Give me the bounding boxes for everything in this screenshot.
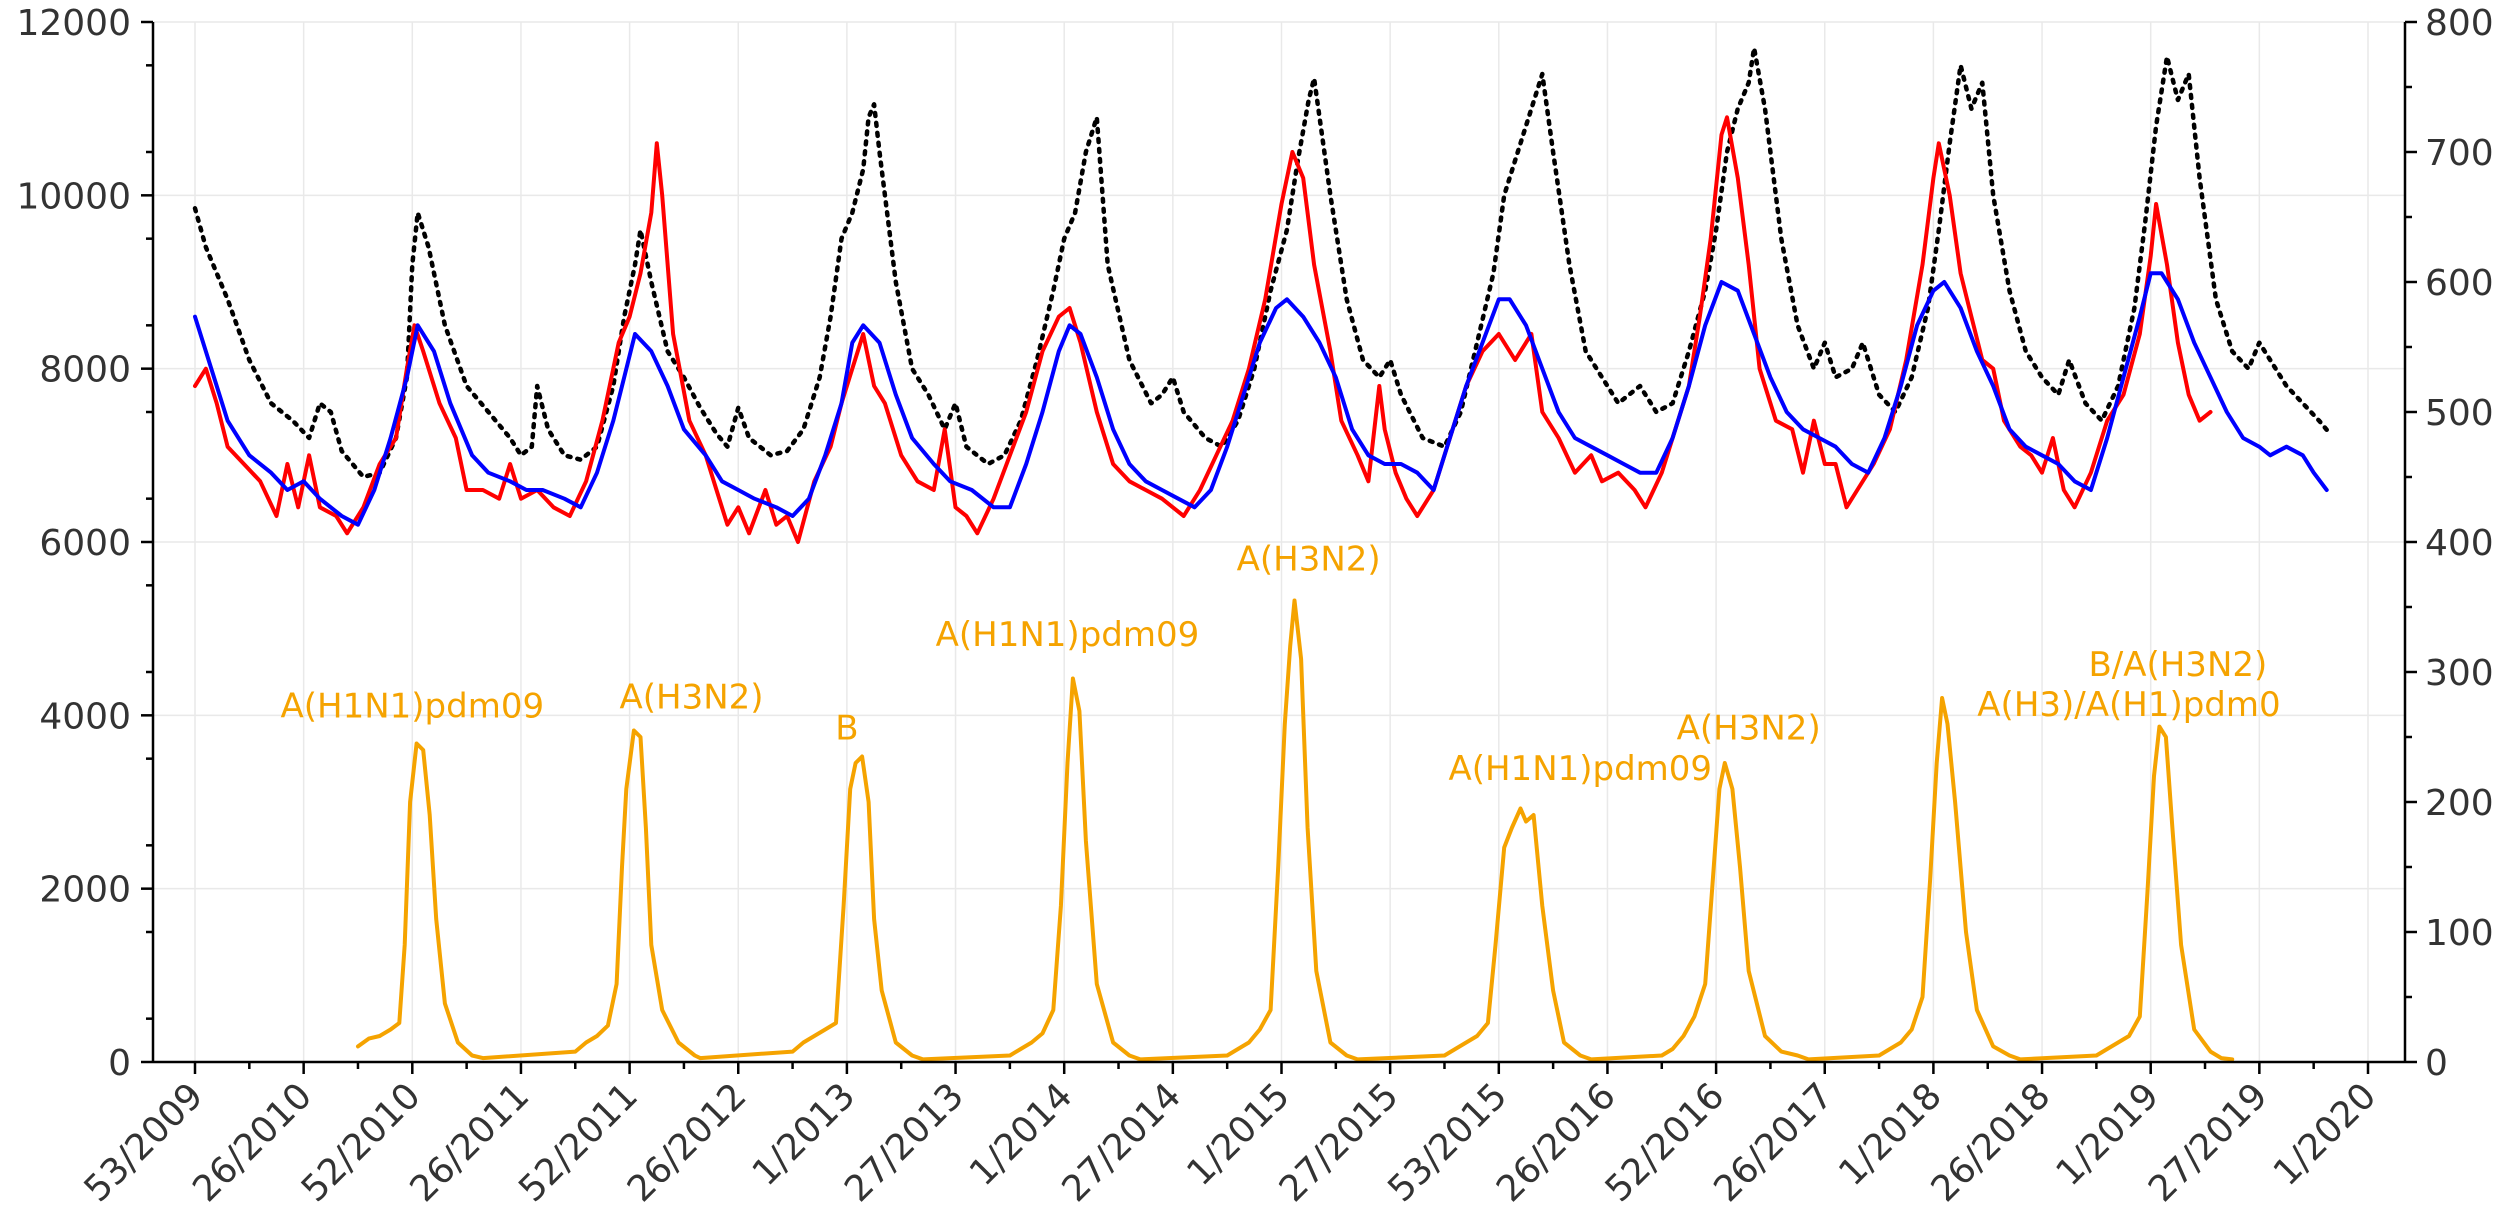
annotation-layer: A(H1N1)pdm09 A(H3N2)BA(H1N1)pdm09A(H3N2)A… <box>280 540 2280 789</box>
series-dotted-line <box>192 45 2333 480</box>
y-right-tick-label: 200 <box>2425 783 2494 824</box>
season-annotation: A(H3N2) <box>1677 709 1821 749</box>
y-right-tick-label: 100 <box>2425 913 2494 954</box>
season-annotation: A(H3N2) <box>1237 540 1381 580</box>
x-tick-label: 27/2013 <box>837 1075 972 1210</box>
y-left-tick-label: 6000 <box>39 523 131 564</box>
season-annotation: B/A(H3N2) <box>2088 645 2267 685</box>
y-right-tick-label: 300 <box>2425 653 2494 694</box>
y-left-tick-label: 4000 <box>39 696 131 737</box>
x-tick-label: 53/2015 <box>1380 1075 1515 1210</box>
x-tick-label: 26/2016 <box>1489 1075 1624 1210</box>
season-annotation: A(H3)/A(H1)pdm0 <box>1977 685 2280 725</box>
y-right-tick-label: 600 <box>2425 263 2494 304</box>
y-right-tick-label: 800 <box>2425 3 2494 44</box>
series-orange-line <box>356 598 2235 1062</box>
y-left-tick-label: 0 <box>108 1043 131 1084</box>
season-annotation: B <box>835 709 858 749</box>
x-tick-label: 26/2012 <box>620 1075 755 1210</box>
grid <box>153 21 2405 1063</box>
series-layer <box>192 45 2333 1062</box>
x-tick-label: 27/2015 <box>1272 1075 1407 1210</box>
series-blue-line <box>193 271 2329 527</box>
x-tick-label: 53/2009 <box>77 1075 212 1210</box>
season-annotation: A(H3N2) <box>619 677 763 717</box>
y-right-tick-label: 0 <box>2425 1043 2448 1084</box>
y-right-tick-label: 500 <box>2425 393 2494 434</box>
x-tick-label: 52/2011 <box>511 1075 646 1210</box>
x-tick-label: 26/2017 <box>1706 1075 1841 1210</box>
x-tick-label: 26/2010 <box>185 1075 320 1210</box>
y-left-tick-label: 2000 <box>39 870 131 911</box>
y-right-tick-label: 700 <box>2425 133 2494 174</box>
x-tick-label: 26/2018 <box>1924 1075 2059 1210</box>
x-tick-label: 27/2019 <box>2141 1075 2276 1210</box>
y-left-tick-label: 8000 <box>39 350 131 391</box>
y-right-tick-label: 400 <box>2425 523 2494 564</box>
x-tick-label: 26/2011 <box>403 1075 538 1210</box>
season-annotation: A(H1N1)pdm09 <box>1448 749 1712 789</box>
season-annotation: A(H1N1)pdm09 <box>280 687 544 727</box>
season-annotation: A(H1N1)pdm09 <box>936 615 1200 655</box>
y-left-tick-label: 10000 <box>16 176 131 217</box>
x-tick-label: 52/2016 <box>1598 1075 1733 1210</box>
x-tick-label: 52/2010 <box>294 1075 429 1210</box>
y-left-tick-label: 12000 <box>16 3 131 44</box>
x-tick-label: 27/2014 <box>1054 1075 1189 1210</box>
x-tick-label: 1/2020 <box>2266 1075 2385 1194</box>
